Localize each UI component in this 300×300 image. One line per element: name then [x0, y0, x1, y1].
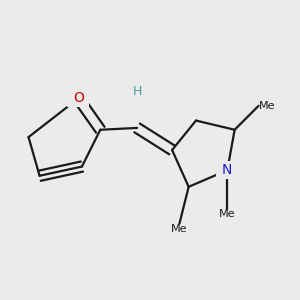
Bar [216, 161, 238, 179]
Text: Me: Me [171, 224, 188, 234]
Text: Me: Me [259, 101, 275, 111]
Bar [67, 90, 89, 107]
Bar [126, 82, 148, 100]
Text: N: N [222, 163, 232, 177]
Text: H: H [132, 85, 142, 98]
Text: O: O [73, 92, 84, 106]
Text: Me: Me [219, 209, 236, 219]
